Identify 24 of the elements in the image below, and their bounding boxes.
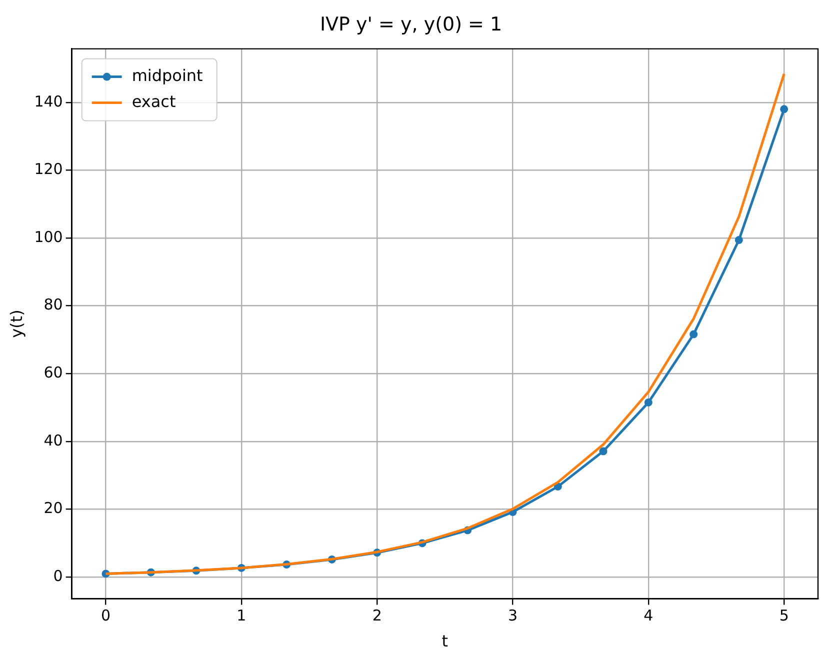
y-tick-label: 140 [34,92,63,110]
x-tick-label: 1 [236,606,246,625]
point [599,447,608,456]
point [734,236,743,244]
y-tick-label: 120 [34,160,63,178]
y-tick-label: 0 [53,566,63,585]
legend-label: exact [132,92,176,111]
x-tick-label: 2 [372,606,382,625]
point [690,330,698,338]
y-tick-label: 40 [44,431,63,450]
x-axis-title: t [442,632,448,651]
x-tick-label: 5 [779,606,789,625]
x-tick-label: 0 [100,606,111,625]
y-tick-label: 80 [44,296,63,314]
point [644,398,652,406]
y-tick-label: 100 [34,228,63,246]
point [780,105,788,114]
x-tick-label: 4 [644,606,654,625]
x-tick-label: 3 [508,606,518,625]
y-tick-label: 20 [44,499,63,518]
chart-title: IVP y' = y, y(0) = 1 [320,13,502,36]
y-axis-title: y(t) [6,310,26,338]
legend-label: midpoint [132,66,203,85]
y-tick-label: 60 [44,364,63,382]
